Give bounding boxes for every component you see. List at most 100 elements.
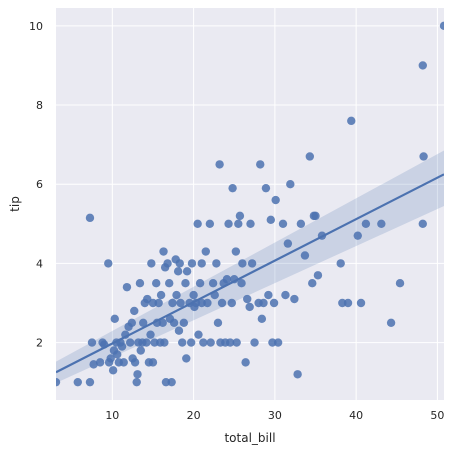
data-point bbox=[227, 298, 236, 308]
data-point bbox=[235, 211, 245, 221]
data-point bbox=[377, 219, 386, 228]
y-tick-labels: 2 4 6 8 10 bbox=[29, 20, 43, 350]
data-point bbox=[261, 183, 271, 193]
y-tick-label: 8 bbox=[36, 99, 43, 112]
data-point bbox=[278, 219, 288, 228]
data-point bbox=[127, 318, 137, 327]
data-point bbox=[336, 259, 345, 268]
data-point bbox=[215, 160, 224, 169]
y-tick-label: 10 bbox=[29, 20, 43, 33]
data-point bbox=[203, 298, 212, 308]
data-point bbox=[296, 219, 306, 228]
x-axis-label: total_bill bbox=[224, 431, 275, 445]
data-point bbox=[311, 211, 320, 221]
data-point bbox=[264, 290, 273, 300]
data-point bbox=[167, 377, 176, 387]
y-tick-label: 6 bbox=[36, 178, 43, 191]
data-point bbox=[110, 314, 119, 324]
data-point bbox=[152, 278, 161, 288]
data-point bbox=[175, 259, 184, 268]
x-tick-label: 20 bbox=[187, 409, 201, 422]
data-point bbox=[243, 294, 252, 304]
data-point bbox=[130, 306, 139, 316]
data-point bbox=[187, 259, 197, 268]
data-point bbox=[173, 267, 183, 276]
data-point bbox=[197, 259, 206, 268]
data-point bbox=[135, 278, 145, 288]
data-point bbox=[193, 219, 202, 228]
x-tick-labels: 10 20 30 40 50 bbox=[105, 409, 444, 422]
data-point bbox=[395, 278, 405, 288]
plot-area bbox=[56, 8, 444, 400]
data-point bbox=[418, 61, 427, 70]
data-point bbox=[361, 219, 371, 228]
data-point bbox=[159, 247, 168, 256]
data-point bbox=[213, 318, 223, 327]
data-point bbox=[217, 298, 227, 308]
data-point bbox=[308, 278, 317, 288]
data-point bbox=[181, 278, 190, 288]
data-point bbox=[168, 298, 177, 308]
data-point bbox=[222, 275, 232, 284]
data-point bbox=[439, 21, 444, 31]
x-tick-label: 40 bbox=[349, 409, 363, 422]
data-point bbox=[212, 259, 221, 268]
data-point bbox=[122, 282, 132, 292]
data-point bbox=[130, 358, 140, 367]
data-point bbox=[169, 318, 179, 327]
data-point bbox=[269, 298, 279, 308]
data-point bbox=[172, 290, 181, 300]
data-point bbox=[195, 278, 205, 288]
data-point bbox=[347, 116, 356, 126]
x-tick-label: 10 bbox=[105, 409, 119, 422]
data-point bbox=[147, 259, 156, 268]
data-point bbox=[148, 358, 158, 367]
data-point bbox=[199, 338, 208, 347]
data-point bbox=[178, 338, 187, 347]
data-point bbox=[419, 152, 428, 161]
data-point bbox=[133, 370, 142, 379]
data-point bbox=[250, 338, 259, 347]
data-point bbox=[205, 219, 215, 228]
data-point bbox=[165, 278, 174, 288]
data-point bbox=[95, 358, 105, 367]
data-point bbox=[241, 358, 250, 367]
data-point bbox=[356, 298, 366, 308]
data-point bbox=[257, 314, 267, 324]
data-point bbox=[234, 219, 243, 228]
data-point bbox=[259, 298, 268, 308]
scatter-points bbox=[56, 21, 444, 387]
data-point bbox=[112, 350, 122, 359]
data-point bbox=[154, 298, 163, 308]
data-point bbox=[246, 219, 255, 228]
data-point bbox=[201, 247, 210, 256]
data-point bbox=[238, 259, 247, 268]
data-point bbox=[158, 318, 167, 327]
data-point bbox=[228, 183, 237, 193]
data-point bbox=[224, 219, 233, 228]
data-point bbox=[313, 271, 323, 280]
data-point bbox=[281, 290, 290, 300]
y-axis-label: tip bbox=[8, 196, 22, 212]
data-point bbox=[104, 259, 113, 268]
data-point bbox=[160, 338, 169, 347]
data-point bbox=[119, 358, 128, 367]
data-point bbox=[73, 377, 82, 387]
data-point bbox=[231, 247, 241, 256]
data-point bbox=[186, 338, 196, 347]
data-point bbox=[237, 278, 246, 288]
data-point bbox=[182, 354, 191, 363]
data-point bbox=[108, 366, 118, 375]
data-point bbox=[156, 290, 166, 300]
data-point bbox=[232, 338, 241, 347]
data-point bbox=[142, 338, 151, 347]
y-tick-label: 2 bbox=[36, 337, 43, 350]
data-point bbox=[245, 302, 254, 312]
data-point bbox=[176, 298, 185, 308]
data-point bbox=[386, 318, 396, 327]
data-point bbox=[139, 318, 148, 327]
data-point bbox=[106, 354, 115, 363]
data-point bbox=[286, 180, 295, 189]
data-point bbox=[293, 370, 302, 379]
